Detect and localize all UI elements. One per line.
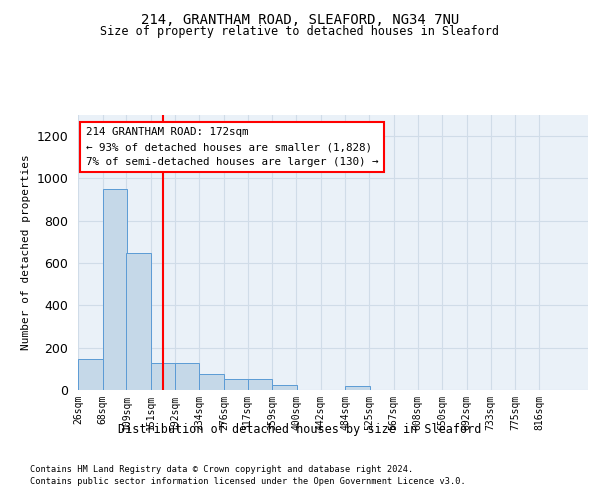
Text: Contains public sector information licensed under the Open Government Licence v3: Contains public sector information licen… [30, 478, 466, 486]
Text: Size of property relative to detached houses in Sleaford: Size of property relative to detached ho… [101, 25, 499, 38]
Bar [127, 253, 151, 390]
Bar [103, 189, 127, 390]
Bar [199, 374, 224, 390]
Bar [224, 380, 248, 390]
Bar [78, 359, 103, 390]
Bar [151, 362, 175, 390]
Text: Distribution of detached houses by size in Sleaford: Distribution of detached houses by size … [118, 422, 482, 436]
Y-axis label: Number of detached properties: Number of detached properties [21, 154, 31, 350]
Text: Contains HM Land Registry data © Crown copyright and database right 2024.: Contains HM Land Registry data © Crown c… [30, 465, 413, 474]
Bar [345, 386, 370, 390]
Bar [272, 384, 297, 390]
Text: 214, GRANTHAM ROAD, SLEAFORD, NG34 7NU: 214, GRANTHAM ROAD, SLEAFORD, NG34 7NU [141, 12, 459, 26]
Bar [175, 362, 199, 390]
Bar [248, 380, 272, 390]
Text: 214 GRANTHAM ROAD: 172sqm
← 93% of detached houses are smaller (1,828)
7% of sem: 214 GRANTHAM ROAD: 172sqm ← 93% of detac… [86, 128, 378, 167]
